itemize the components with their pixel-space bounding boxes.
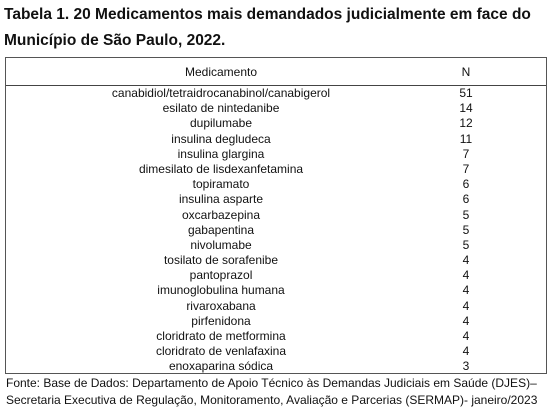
medication-name-cell: topiramato — [192, 177, 250, 192]
count-cell: 5 — [462, 207, 470, 222]
count-cell: 4 — [462, 253, 470, 268]
count-cell: 6 — [462, 177, 470, 192]
medication-name-cell: tosilato de sorafenibe — [163, 253, 279, 268]
table-row: pirfenidona 4 — [6, 314, 546, 329]
count-cell: 4 — [462, 268, 470, 283]
table-row: dimesilato de lisdexanfetamina 7 — [6, 162, 546, 177]
medication-name-cell: imunoglobulina humana — [157, 283, 285, 298]
table-row: canabidiol/tetraidrocanabinol/canabigero… — [6, 86, 546, 101]
medication-name-cell: rivaroxabana — [186, 298, 256, 313]
data-table: Medicamento N canabidiol/tetraidrocanabi… — [5, 57, 547, 374]
table-header-row: Medicamento N — [6, 58, 546, 86]
medication-name-cell: enoxaparina sódica — [168, 359, 274, 374]
count-cell: 14 — [459, 101, 473, 116]
table-row: pantoprazol 4 — [6, 268, 546, 283]
table-row: cloridrato de venlafaxina 4 — [6, 344, 546, 359]
medication-name-cell: canabidiol/tetraidrocanabinol/canabigero… — [111, 86, 331, 100]
medication-name-cell: dupilumabe — [189, 116, 253, 131]
table-row: rivaroxabana 4 — [6, 299, 546, 314]
table-row: insulina asparte 6 — [6, 192, 546, 207]
table-row: insulina glargina 7 — [6, 147, 546, 162]
table-body: canabidiol/tetraidrocanabinol/canabigero… — [6, 86, 546, 375]
table-row: tosilato de sorafenibe 4 — [6, 253, 546, 268]
table-row: topiramato 6 — [6, 177, 546, 192]
medication-name-cell: esilato de nintedanibe — [162, 101, 280, 116]
count-cell: 4 — [462, 313, 470, 328]
table-row: dupilumabe 12 — [6, 116, 546, 131]
medication-name-cell: insulina asparte — [178, 192, 264, 207]
header-n: N — [461, 65, 471, 79]
table-row: insulina degludeca 11 — [6, 132, 546, 147]
medication-name-cell: dimesilato de lisdexanfetamina — [138, 161, 304, 176]
count-cell: 5 — [462, 237, 470, 252]
count-cell: 4 — [462, 298, 470, 313]
table-row: oxcarbazepina 5 — [6, 208, 546, 223]
count-cell: 11 — [459, 131, 473, 146]
medication-name-cell: insulina glargina — [177, 146, 265, 161]
count-cell: 5 — [462, 222, 470, 237]
count-cell: 12 — [459, 116, 473, 131]
table-row: imunoglobulina humana 4 — [6, 283, 546, 298]
medication-name-cell: nivolumabe — [190, 237, 252, 252]
medication-name-cell: pirfenidona — [191, 313, 251, 328]
table-row: enoxaparina sódica 3 — [6, 359, 546, 374]
count-cell: 7 — [462, 146, 470, 161]
count-cell: 4 — [462, 329, 470, 343]
medication-name-cell: gabapentina — [187, 222, 255, 237]
table-row: gabapentina 5 — [6, 223, 546, 238]
table-title: Tabela 1. 20 Medicamentos mais demandado… — [4, 6, 531, 49]
medication-name-cell: oxcarbazepina — [181, 207, 261, 222]
count-cell: 51 — [459, 86, 473, 100]
count-cell: 4 — [462, 344, 470, 359]
medication-name-cell: cloridrato de venlafaxina — [155, 344, 287, 359]
table-row: cloridrato de metformina 4 — [6, 329, 546, 344]
count-cell: 6 — [462, 192, 470, 207]
table-row: esilato de nintedanibe 14 — [6, 101, 546, 116]
count-cell: 4 — [462, 283, 470, 298]
table-row: nivolumabe 5 — [6, 238, 546, 253]
count-cell: 3 — [462, 359, 470, 374]
count-cell: 7 — [462, 161, 470, 176]
header-medicamento: Medicamento — [184, 65, 258, 79]
source-note: Fonte: Base de Dados: Departamento de Ap… — [6, 376, 538, 407]
medication-name-cell: insulina degludeca — [171, 131, 271, 146]
medication-name-cell: pantoprazol — [189, 268, 253, 283]
medication-name-cell: cloridrato de metformina — [156, 329, 286, 343]
